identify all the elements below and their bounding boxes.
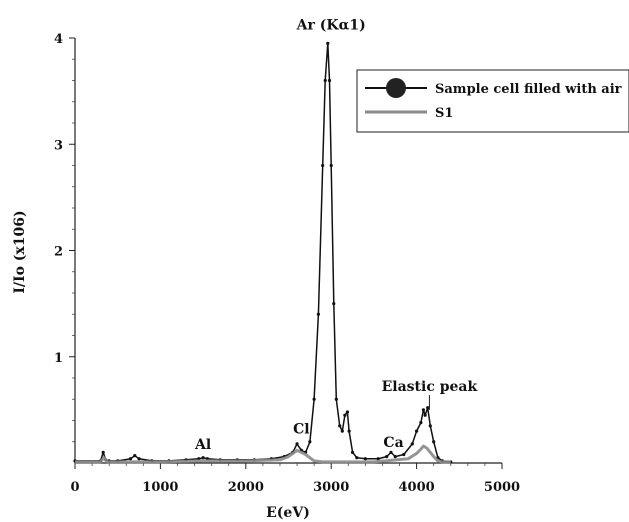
- y-tick-label: 2: [54, 245, 63, 260]
- data-point: [419, 421, 423, 425]
- data-point: [327, 78, 332, 83]
- data-point: [340, 429, 344, 433]
- data-point: [343, 413, 347, 417]
- data-point: [345, 410, 350, 414]
- data-point: [316, 312, 320, 316]
- data-point: [423, 413, 427, 417]
- data-point: [323, 78, 327, 83]
- data-point: [101, 450, 105, 454]
- series-line-2: [75, 444, 451, 464]
- data-point: [137, 457, 141, 461]
- data-point: [347, 429, 351, 433]
- data-point: [326, 41, 330, 45]
- peak-label: Ca: [383, 435, 403, 451]
- data-point: [428, 424, 432, 428]
- data-point: [128, 457, 133, 461]
- data-point: [393, 455, 397, 459]
- data-point: [385, 455, 389, 459]
- data-point: [308, 440, 312, 444]
- data-point: [402, 452, 406, 457]
- y-tick-label: 4: [54, 32, 63, 47]
- x-tick-label: 0: [70, 480, 79, 495]
- data-point: [350, 450, 355, 454]
- legend-label-2: S1: [435, 106, 453, 121]
- data-point: [415, 429, 419, 433]
- data-point: [334, 397, 338, 401]
- peak-label: Ar (Kα1): [296, 18, 366, 34]
- x-tick-label: 3000: [313, 480, 349, 495]
- plot-area: [73, 41, 453, 464]
- x-tick-label: 5000: [484, 480, 520, 495]
- legend-label-1: Sample cell filled with air: [435, 82, 622, 97]
- data-point: [329, 163, 333, 168]
- y-tick-label: 1: [54, 351, 63, 366]
- data-point: [410, 442, 414, 446]
- data-point: [201, 456, 205, 460]
- x-tick-label: 2000: [228, 480, 264, 495]
- data-point: [421, 408, 426, 412]
- peak-label: Al: [194, 437, 211, 453]
- axes: 0 1000 2000 3000 4000 5000 1 2 3 4: [54, 32, 520, 495]
- y-tick-label: 3: [54, 138, 63, 153]
- data-point: [389, 450, 393, 454]
- legend-box: [356, 69, 629, 133]
- data-point: [295, 442, 299, 446]
- x-axis-label: E(eV): [266, 505, 310, 521]
- peak-label: Elastic peak: [382, 379, 478, 395]
- annotations: Ar (Kα1) Al Cl Ca Elastic peak: [194, 18, 478, 454]
- data-point: [133, 453, 137, 458]
- data-point: [338, 424, 342, 428]
- data-point: [321, 163, 325, 168]
- data-point: [376, 457, 380, 461]
- y-axis-label: I/Io (x106): [12, 210, 28, 293]
- data-point: [332, 302, 336, 306]
- x-tick-label: 4000: [399, 480, 435, 495]
- data-point: [426, 406, 430, 410]
- data-point: [432, 440, 436, 444]
- data-point: [312, 397, 316, 401]
- data-point: [355, 456, 359, 460]
- legend: Sample cell filled with air S1: [356, 69, 629, 133]
- data-point: [363, 457, 367, 461]
- peak-label: Cl: [293, 421, 309, 437]
- x-tick-label: 1000: [142, 480, 178, 495]
- legend-marker: [386, 78, 406, 98]
